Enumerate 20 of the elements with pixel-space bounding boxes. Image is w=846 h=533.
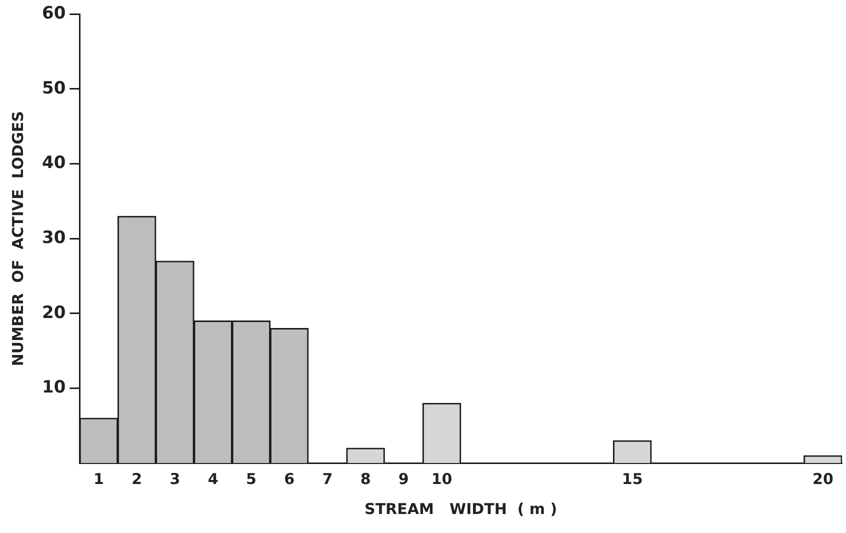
y-tick-label: 40 [42,153,66,174]
x-tick-label: 9 [398,470,409,488]
x-tick-label: 15 [622,470,643,488]
x-axis-title: STREAM WIDTH ( m ) [364,500,558,518]
x-tick-label: 6 [284,470,295,488]
y-axis-title: NUMBER OF ACTIVE LODGES [8,111,27,366]
x-tick-label: 20 [812,470,834,488]
x-tick-label: 3 [170,470,180,488]
x-tick-label: 8 [360,470,371,488]
y-tick-label: 60 [42,4,66,24]
x-tick-label: 10 [431,470,452,488]
x-tick-label: 5 [246,470,256,488]
x-tick-label: 4 [208,470,218,488]
y-tick-label: 30 [42,228,66,248]
x-tick-label: 7 [322,470,333,488]
y-tick-label: 20 [42,302,66,323]
y-tick-label: 10 [42,378,66,398]
x-tick-label: 2 [132,470,142,488]
y-tick-label: 50 [42,78,66,98]
x-tick-label: 1 [93,470,104,488]
